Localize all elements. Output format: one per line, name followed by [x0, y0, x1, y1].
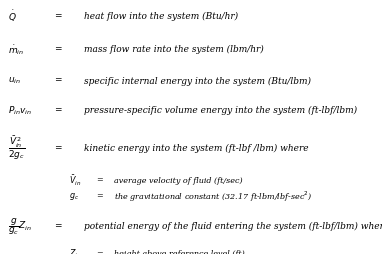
- Text: =: =: [54, 45, 62, 54]
- Text: $\dot{m}_{in}$: $\dot{m}_{in}$: [8, 43, 24, 57]
- Text: $\dfrac{\bar{V}_{in}^{\,2}}{2g_c}$: $\dfrac{\bar{V}_{in}^{\,2}}{2g_c}$: [8, 135, 25, 162]
- Text: =: =: [96, 177, 103, 184]
- Text: $P_{in}v_{in}$: $P_{in}v_{in}$: [8, 105, 32, 117]
- Text: =: =: [54, 222, 62, 231]
- Text: $u_{in}$: $u_{in}$: [8, 76, 21, 86]
- Text: potential energy of the fluid entering the system (ft-lbf/lbm) where: potential energy of the fluid entering t…: [84, 222, 382, 231]
- Text: =: =: [54, 106, 62, 115]
- Text: $\dfrac{g}{g_c}Z_{in}$: $\dfrac{g}{g_c}Z_{in}$: [8, 216, 32, 237]
- Text: height above reference level (ft): height above reference level (ft): [114, 250, 245, 254]
- Text: pressure-specific volume energy into the system (ft-lbf/lbm): pressure-specific volume energy into the…: [84, 106, 358, 115]
- Text: kinetic energy into the system (ft-lbf /lbm) where: kinetic energy into the system (ft-lbf /…: [84, 144, 309, 153]
- Text: =: =: [54, 144, 62, 153]
- Text: average velocity of fluid (ft/sec): average velocity of fluid (ft/sec): [114, 177, 243, 184]
- Text: =: =: [54, 76, 62, 85]
- Text: mass flow rate into the system (lbm/hr): mass flow rate into the system (lbm/hr): [84, 45, 264, 54]
- Text: heat flow into the system (Btu/hr): heat flow into the system (Btu/hr): [84, 12, 238, 21]
- Text: =: =: [96, 193, 103, 201]
- Text: $Z_{in}$: $Z_{in}$: [70, 248, 82, 254]
- Text: the gravitational constant (32.17 ft-lbm/lbf-sec$^2$): the gravitational constant (32.17 ft-lbm…: [114, 189, 312, 204]
- Text: $g_c$: $g_c$: [70, 191, 79, 202]
- Text: $\bar{V}_{in}$: $\bar{V}_{in}$: [70, 173, 82, 188]
- Text: specific internal energy into the system (Btu/lbm): specific internal energy into the system…: [84, 76, 311, 86]
- Text: =: =: [54, 12, 62, 21]
- Text: $\dot{Q}$: $\dot{Q}$: [8, 9, 16, 24]
- Text: =: =: [96, 250, 103, 254]
